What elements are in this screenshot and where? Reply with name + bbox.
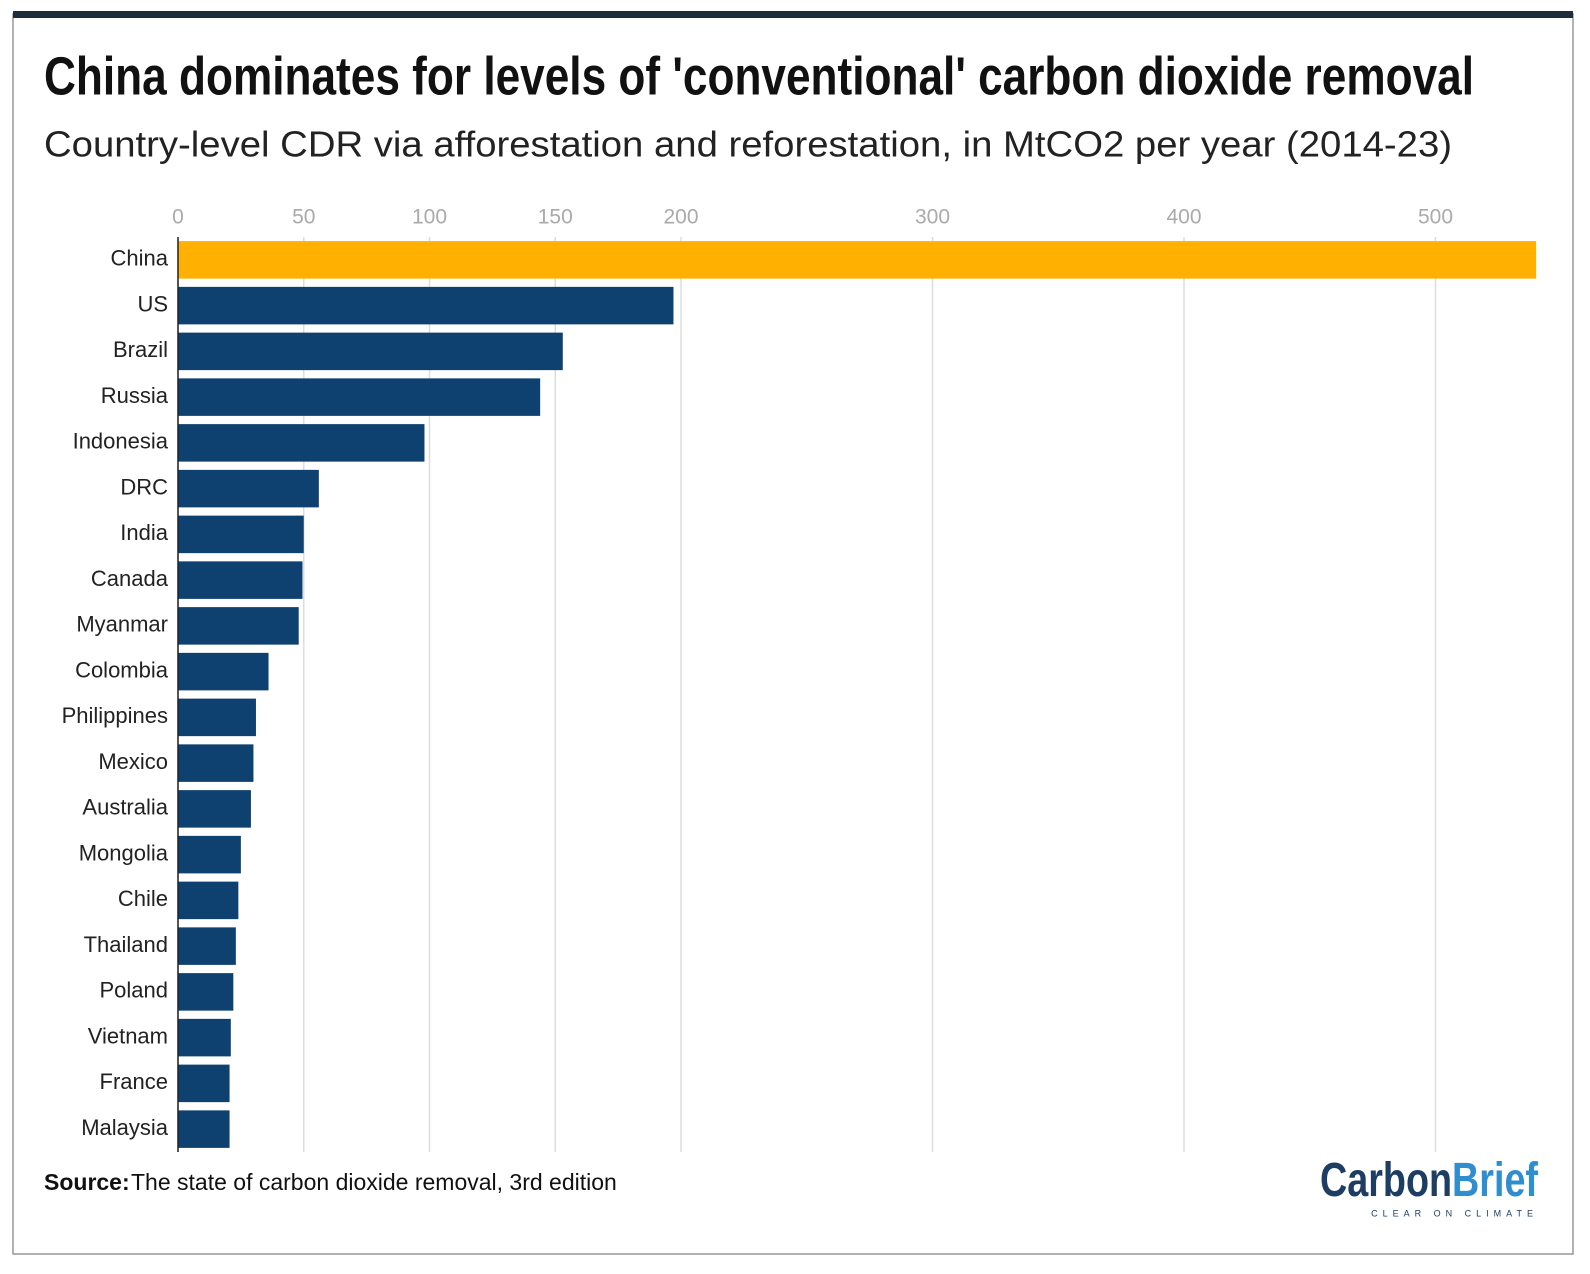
top-bar (13, 11, 1573, 18)
y-tick-label: Poland (99, 978, 168, 1003)
bar (178, 561, 303, 599)
bar (178, 424, 425, 462)
source-label: Source: (44, 1169, 130, 1195)
bar (178, 652, 269, 691)
x-tick-label: 150 (538, 206, 573, 229)
y-tick-label: Philippines (62, 703, 168, 728)
y-tick-label: Australia (82, 795, 168, 820)
bar (178, 515, 304, 554)
bar (178, 927, 236, 965)
bar (178, 607, 299, 645)
x-tick-label: 300 (915, 206, 950, 229)
y-tick-label: Myanmar (76, 612, 168, 637)
bar (178, 332, 563, 371)
x-tick-label: 0 (172, 206, 184, 229)
bar (178, 1110, 230, 1148)
chart-subtitle: Country-level CDR via afforestation and … (44, 124, 1452, 165)
y-tick-label: US (137, 291, 168, 316)
y-tick-label: Chile (118, 886, 168, 911)
bar (178, 1018, 231, 1057)
bar (178, 881, 239, 920)
x-tick-label: 500 (1418, 206, 1453, 229)
y-tick-label: Indonesia (73, 429, 169, 454)
logo-tagline: CLEAR ON CLIMATE (1371, 1208, 1538, 1218)
x-tick-label: 200 (663, 206, 698, 229)
y-tick-label: Canada (91, 566, 169, 591)
y-tick-label: Russia (101, 383, 169, 408)
bar (178, 1064, 230, 1103)
logo: CarbonBrief (1320, 1154, 1539, 1207)
y-tick-label: Mongolia (79, 840, 169, 865)
y-tick-label: Mexico (98, 749, 168, 774)
logo-accent: Brief (1452, 1154, 1539, 1207)
bar (178, 835, 241, 874)
bar (178, 378, 541, 416)
y-tick-label: Colombia (75, 657, 169, 682)
logo-main: Carbon (1320, 1154, 1452, 1207)
chart-title: China dominates for levels of 'conventio… (44, 46, 1474, 106)
y-tick-label: India (120, 520, 168, 545)
bar (178, 469, 319, 508)
bar (178, 286, 674, 325)
y-tick-label: Thailand (84, 932, 168, 957)
y-tick-label: Vietnam (88, 1023, 168, 1048)
y-tick-label: Malaysia (81, 1115, 169, 1140)
x-tick-label: 50 (292, 206, 315, 229)
y-tick-label: China (111, 246, 169, 271)
x-tick-label: 400 (1166, 206, 1201, 229)
bar (178, 698, 256, 737)
bar (178, 973, 234, 1011)
bar (178, 744, 254, 782)
source: The state of carbon dioxide removal, 3rd… (131, 1169, 617, 1195)
y-tick-label: France (100, 1069, 168, 1094)
x-tick-label: 100 (412, 206, 447, 229)
bar (178, 790, 251, 828)
bar (178, 241, 1537, 279)
y-tick-label: DRC (120, 474, 168, 499)
y-tick-label: Brazil (113, 337, 168, 362)
